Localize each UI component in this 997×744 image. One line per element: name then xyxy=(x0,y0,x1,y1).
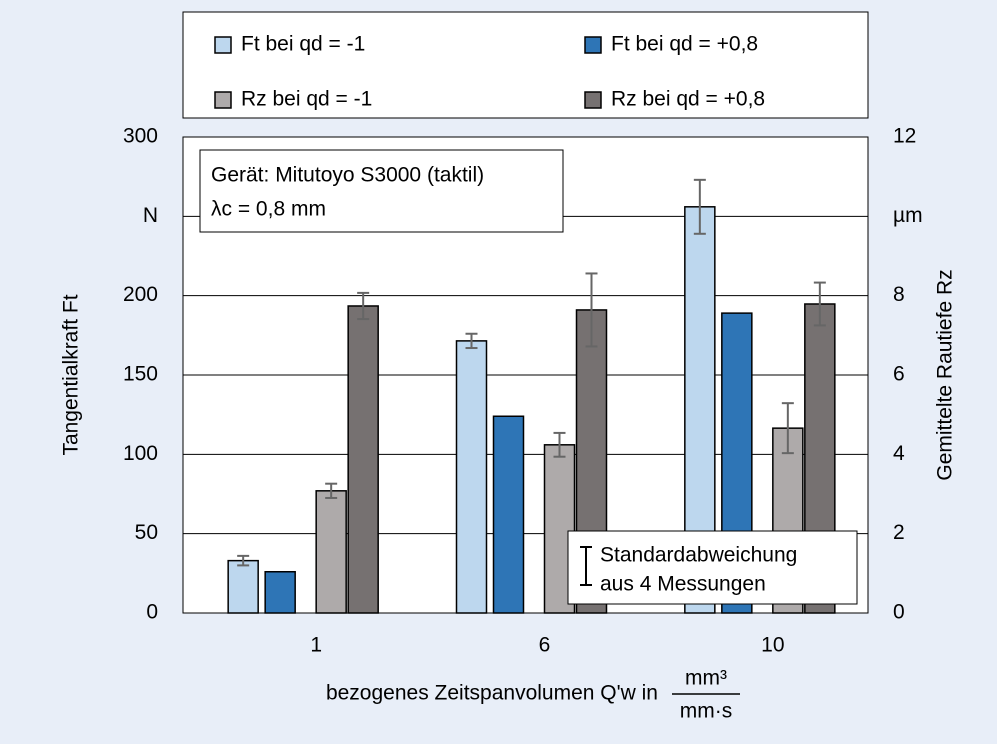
legend-swatch xyxy=(214,36,232,54)
y-tick-label: N xyxy=(143,204,158,227)
bar xyxy=(347,305,379,614)
error-bar xyxy=(325,482,338,499)
x-tick-label: 6 xyxy=(539,634,551,657)
annotation: Gerät: Mitutoyo S3000 (taktil) xyxy=(211,164,484,187)
y2-tick-label: 12 xyxy=(893,125,916,148)
annotation-box xyxy=(199,149,564,233)
legend-swatch xyxy=(584,91,602,109)
y2-tick-label: 2 xyxy=(893,521,905,544)
x-tick-label: 1 xyxy=(310,634,322,657)
legend-label: Ft bei qd = +0,8 xyxy=(611,33,758,56)
note-text: Standardabweichung xyxy=(600,544,797,567)
bar xyxy=(315,490,347,614)
y-tick-label: 150 xyxy=(123,363,158,386)
y-tick-label: 0 xyxy=(146,601,158,624)
y-axis-label: Tangentialkraft Ft xyxy=(60,294,83,455)
x-unit-den: mm·s xyxy=(680,700,732,723)
error-bar xyxy=(357,291,370,321)
error-bar xyxy=(813,281,826,327)
x-tick-label: 10 xyxy=(761,634,784,657)
legend-swatch xyxy=(584,36,602,54)
error-bar xyxy=(237,554,250,567)
error-bar xyxy=(465,332,478,350)
error-bar xyxy=(781,402,794,455)
legend-label: Rz bei qd = -1 xyxy=(241,88,372,111)
y2-tick-label: 8 xyxy=(893,283,905,306)
y-tick-label: 300 xyxy=(123,125,158,148)
y-tick-label: 100 xyxy=(123,442,158,465)
x-axis-label: bezogenes Zeitspanvolumen Q'w in xyxy=(326,682,658,705)
y-tick-label: 50 xyxy=(135,521,158,544)
bar xyxy=(227,559,259,614)
y2-tick-label: 4 xyxy=(893,442,905,465)
legend-label: Rz bei qd = +0,8 xyxy=(611,88,765,111)
annotation: λc = 0,8 mm xyxy=(211,198,326,221)
error-bar xyxy=(693,178,706,235)
error-bar xyxy=(553,431,566,458)
y2-tick-label: 6 xyxy=(893,363,905,386)
y2-tick-label: µm xyxy=(893,204,923,227)
legend-label: Ft bei qd = -1 xyxy=(241,33,365,56)
y-tick-label: 200 xyxy=(123,283,158,306)
bar xyxy=(264,570,296,614)
y2-axis-label: Gemittelte Rautiefe Rz xyxy=(934,269,957,480)
plot-border xyxy=(182,136,869,614)
x-unit-num: mm³ xyxy=(685,667,727,690)
error-bar xyxy=(585,272,598,348)
y2-tick-label: 0 xyxy=(893,601,905,624)
note-box xyxy=(567,530,858,605)
legend-swatch xyxy=(214,91,232,109)
bar xyxy=(455,340,488,614)
bar xyxy=(492,415,525,614)
note-text: aus 4 Messungen xyxy=(600,573,766,596)
legend-box xyxy=(182,11,869,119)
